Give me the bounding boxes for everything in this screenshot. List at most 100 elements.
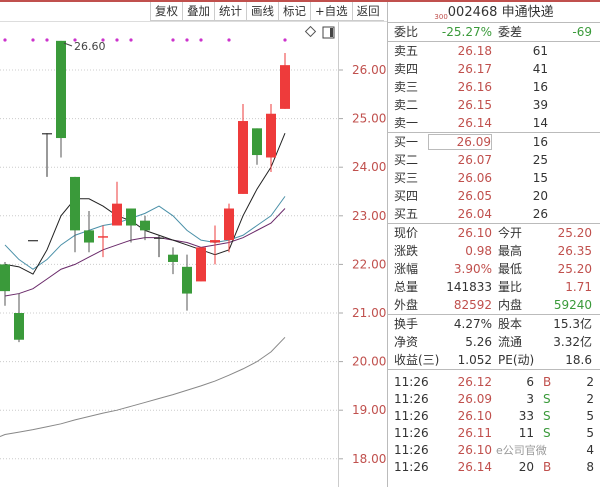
stat-label: 今开 xyxy=(498,226,523,240)
event-marker[interactable] xyxy=(185,38,189,42)
candle xyxy=(112,181,122,226)
statistics-button[interactable]: 统计 xyxy=(214,2,246,20)
candle xyxy=(182,254,192,311)
trade-price: 26.09 xyxy=(457,392,492,406)
ratio-value: -25.27% xyxy=(441,25,492,39)
stat-value: 25.20 xyxy=(557,226,592,240)
stat-label: 总量 xyxy=(394,280,419,294)
trade-count: 2 xyxy=(586,375,594,389)
toolbar-divider xyxy=(0,21,387,22)
fundamental-label: 收益(三) xyxy=(394,353,440,367)
trade-side: B xyxy=(543,375,552,389)
high-price-label: 26.60 xyxy=(74,40,106,53)
stat-label: 最高 xyxy=(498,244,523,258)
stat-row: 现价 26.10 今开 25.20 xyxy=(388,224,600,242)
candle-body xyxy=(266,113,276,158)
level-label: 买三 xyxy=(394,171,419,185)
y-tick-label: 21.00 xyxy=(352,306,386,320)
ma60-line xyxy=(0,336,286,437)
stat-label: 最低 xyxy=(498,262,523,276)
trade-time: 11:26 xyxy=(394,460,429,474)
fundamental-value: 18.6 xyxy=(565,353,592,367)
top-border xyxy=(0,0,600,2)
sell-orders: 卖五 26.18 61 卖四 26.17 41 卖三 26.16 16 卖二 26.15 39 卖一 26… xyxy=(388,42,600,132)
kline-chart[interactable]: 26.00 25.00 24.00 23.00 22.00 21.00 20.00 19.00… xyxy=(0,22,387,487)
event-marker[interactable] xyxy=(115,38,119,42)
committee-row: 委比 -25.27% 委差 -69 xyxy=(388,23,600,41)
sell-row[interactable]: 卖四 26.17 41 xyxy=(388,60,600,78)
level-price: 26.17 xyxy=(457,62,492,76)
trade-volume: 20 xyxy=(518,460,534,474)
watermark: e公司官微 xyxy=(496,444,547,457)
ratio-label: 委比 xyxy=(394,25,419,39)
fundamental-row: 收益(三) 1.052 PE(动) 18.6 xyxy=(388,351,600,369)
high-pointer xyxy=(63,42,73,47)
trade-time: 11:26 xyxy=(394,409,429,423)
event-marker[interactable] xyxy=(283,38,287,42)
level-label: 买五 xyxy=(394,207,419,221)
stat-label: 量比 xyxy=(498,280,523,294)
event-marker[interactable] xyxy=(45,38,49,42)
draw-line-button[interactable]: 画线 xyxy=(246,2,278,20)
level-price: 26.05 xyxy=(457,189,492,203)
fundamental-value: 3.32亿 xyxy=(553,335,592,349)
diamond-icon[interactable] xyxy=(304,25,317,38)
event-marker[interactable] xyxy=(101,38,105,42)
candle-body xyxy=(56,40,66,139)
level-label: 卖五 xyxy=(394,44,419,58)
sell-row[interactable]: 卖五 26.18 61 xyxy=(388,42,600,60)
candle xyxy=(126,208,136,243)
buy-row[interactable]: 买三 26.06 15 xyxy=(388,169,600,187)
overlay-button[interactable]: 叠加 xyxy=(182,2,214,20)
stock-name: 申通快递 xyxy=(501,5,554,20)
event-marker[interactable] xyxy=(31,38,35,42)
event-marker[interactable] xyxy=(227,38,231,42)
add-watchlist-button[interactable]: +自选 xyxy=(310,2,352,20)
panel-toggle-icon[interactable] xyxy=(322,26,335,39)
fundamental-label: 净资 xyxy=(394,335,419,349)
trade-time: 11:26 xyxy=(394,375,429,389)
event-marker[interactable] xyxy=(3,38,7,42)
buy-row[interactable]: 买五 26.04 26 xyxy=(388,205,600,223)
fundamentals-block: 换手 4.27% 股本 15.3亿 净资 5.26 流通 3.32亿 收益(三) 1.052 PE(… xyxy=(388,315,600,369)
event-marker[interactable] xyxy=(199,38,203,42)
sell-row[interactable]: 卖一 26.14 14 xyxy=(388,114,600,132)
candle xyxy=(196,247,206,282)
trade-side: B xyxy=(543,460,552,474)
buy-row[interactable]: 买一 26.09 16 xyxy=(388,133,600,151)
mark-button[interactable]: 标记 xyxy=(278,2,310,20)
candle-body xyxy=(140,220,150,231)
level-volume: 25 xyxy=(532,153,548,167)
stat-value: 3.90% xyxy=(453,262,492,276)
trade-ticks[interactable]: 11:26 26.12 6 B 2 11:26 26.09 3 S 2 11:26 26.10 33 S 5… xyxy=(388,370,600,476)
candle-body xyxy=(154,237,164,239)
level-price: 26.16 xyxy=(457,80,492,94)
event-marker[interactable] xyxy=(73,38,77,42)
trade-row: 11:26 26.14 20 B 8 xyxy=(388,459,600,476)
y-tick-label: 23.00 xyxy=(352,209,386,223)
stat-row: 外盘 82592 内盘 59240 xyxy=(388,296,600,314)
buy-row[interactable]: 买二 26.07 25 xyxy=(388,151,600,169)
candle xyxy=(70,176,80,253)
buy-row[interactable]: 买四 26.05 20 xyxy=(388,187,600,205)
stat-label: 现价 xyxy=(394,226,419,240)
candle xyxy=(168,247,178,275)
candle-body xyxy=(168,254,178,262)
candle-body xyxy=(238,121,248,194)
candle-body xyxy=(112,203,122,226)
back-button[interactable]: 返回 xyxy=(351,2,384,20)
level-price: 26.15 xyxy=(457,98,492,112)
sell-row[interactable]: 卖三 26.16 16 xyxy=(388,78,600,96)
y-tick-label: 22.00 xyxy=(352,257,386,271)
sell-row[interactable]: 卖二 26.15 39 xyxy=(388,96,600,114)
level-volume: 15 xyxy=(532,171,548,185)
restore-rights-button[interactable]: 复权 xyxy=(150,2,182,20)
candle-body xyxy=(28,240,38,242)
event-marker[interactable] xyxy=(171,38,175,42)
event-marker[interactable] xyxy=(129,38,133,42)
trade-row: 11:26 26.10 33 S 5 xyxy=(388,408,600,425)
level-label: 买二 xyxy=(394,153,419,167)
stat-value: 59240 xyxy=(553,298,592,312)
fundamental-value: 5.26 xyxy=(465,335,492,349)
candle-body xyxy=(182,266,192,294)
